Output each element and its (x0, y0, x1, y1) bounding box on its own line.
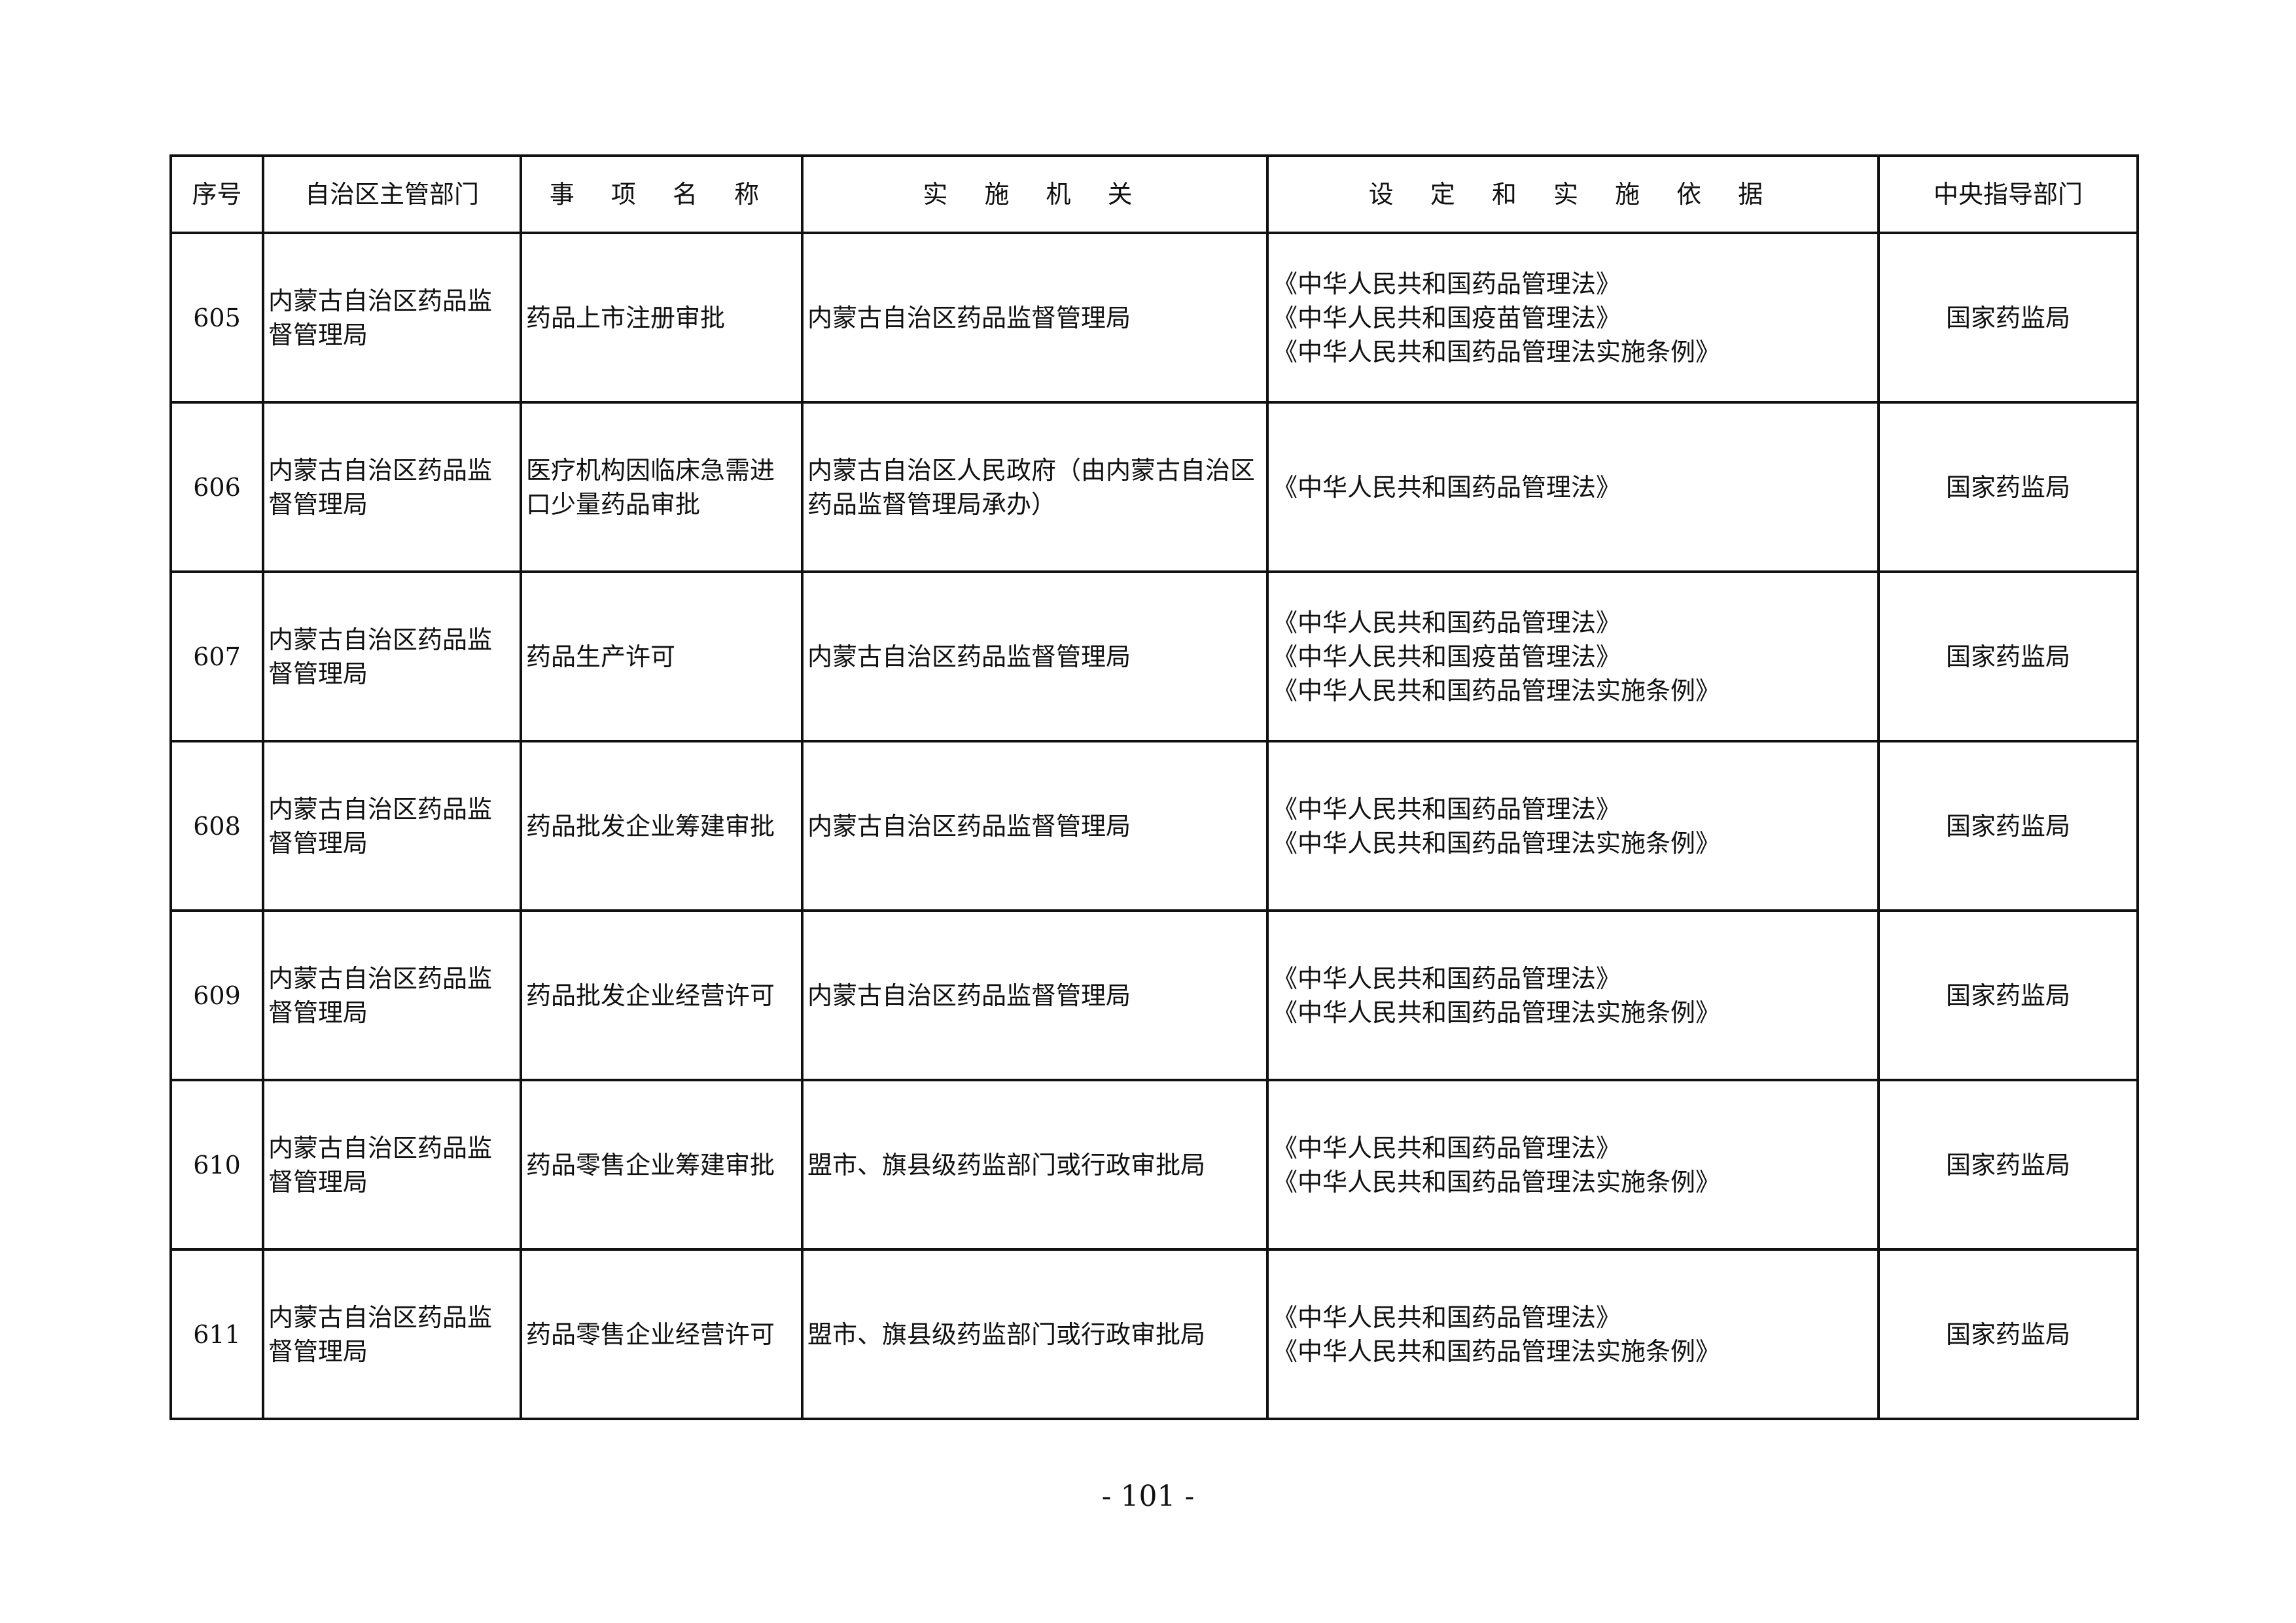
cell-central: 国家药监局 (1877, 401, 2139, 573)
basis-law: 《中华人民共和国药品管理法》 (1273, 1133, 1621, 1162)
basis-law: 《中华人民共和国药品管理法实施条例》 (1273, 1167, 1721, 1196)
table-row: 605 内蒙古自治区药品监督管理局 药品上市注册审批 内蒙古自治区药品监督管理局 《中华… (169, 232, 2139, 404)
cell-dept: 内蒙古自治区药品监督管理局 (262, 1248, 522, 1420)
cell-seq: 610 (169, 1079, 264, 1251)
cell-central: 国家药监局 (1877, 232, 2139, 404)
header-central: 中央指导部门 (1877, 154, 2139, 234)
cell-item: 药品零售企业经营许可 (520, 1248, 804, 1420)
cell-seq: 608 (169, 740, 264, 912)
basis-law: 《中华人民共和国药品管理法实施条例》 (1273, 1336, 1721, 1366)
cell-central: 国家药监局 (1877, 570, 2139, 742)
cell-central: 国家药监局 (1877, 740, 2139, 912)
cell-agency: 内蒙古自治区药品监督管理局 (801, 740, 1269, 912)
table-row: 608 内蒙古自治区药品监督管理局 药品批发企业筹建审批 内蒙古自治区药品监督管理局《… (169, 740, 2139, 912)
basis-law: 《中华人民共和国药品管理法实施条例》 (1273, 828, 1721, 858)
cell-item: 医疗机构因临床急需进口少量药品审批 (520, 401, 804, 573)
cell-agency: 内蒙古自治区人民政府（由内蒙古自治区药品监督管理局承办） (801, 401, 1269, 573)
cell-basis: 《中华人民共和国药品管理法》 《中华人民共和国疫苗管理法》《中华人民共和国药品管理… (1266, 570, 1880, 742)
cell-agency: 内蒙古自治区药品监督管理局 (801, 232, 1269, 404)
header-item: 事 项 名 称 (520, 154, 804, 234)
basis-law: 《中华人民共和国药品管理法》 (1273, 1302, 1621, 1332)
cell-item: 药品批发企业经营许可 (520, 909, 804, 1081)
basis-law: 《中华人民共和国药品管理法》 (1273, 472, 1621, 502)
basis-law: 《中华人民共和国药品管理法实施条例》 (1273, 998, 1721, 1027)
cell-item: 药品上市注册审批 (520, 232, 804, 404)
table-row: 610 内蒙古自治区药品监督管理局 药品零售企业筹建审批 盟市、旗县级药监部门或行政审… (169, 1079, 2139, 1251)
basis-law: 《中华人民共和国药品管理法》 (1273, 794, 1621, 824)
cell-dept: 内蒙古自治区药品监督管理局 (262, 570, 522, 742)
cell-agency: 盟市、旗县级药监部门或行政审批局 (801, 1079, 1269, 1251)
page-number: - 101 - (1101, 1480, 1195, 1513)
cell-agency: 内蒙古自治区药品监督管理局 (801, 909, 1269, 1081)
cell-seq: 607 (169, 570, 264, 742)
cell-item: 药品生产许可 (520, 570, 804, 742)
table-header-row: 序号 自治区主管部门 事 项 名 称 实 施 机 关 设 定 和 实 施 依 据… (169, 154, 2139, 234)
table-row: 606 内蒙古自治区药品监督管理局 医疗机构因临床急需进口少量药品审批 内蒙古自治区人… (169, 401, 2139, 573)
table-row: 607 内蒙古自治区药品监督管理局 药品生产许可 内蒙古自治区药品监督管理局 《中华人民… (169, 570, 2139, 742)
cell-agency: 盟市、旗县级药监部门或行政审批局 (801, 1248, 1269, 1420)
header-basis: 设 定 和 实 施 依 据 (1266, 154, 1880, 234)
cell-dept: 内蒙古自治区药品监督管理局 (262, 401, 522, 573)
cell-basis: 《中华人民共和国药品管理法》《中华人民共和国药品管理法实施条例》 (1266, 1079, 1880, 1251)
table-row: 611 内蒙古自治区药品监督管理局 药品零售企业经营许可 盟市、旗县级药监部门或行政审… (169, 1248, 2139, 1420)
header-seq: 序号 (169, 154, 264, 234)
cell-basis: 《中华人民共和国药品管理法》 《中华人民共和国疫苗管理法》《中华人民共和国药品管理… (1266, 232, 1880, 404)
table-row: 609 内蒙古自治区药品监督管理局 药品批发企业经营许可 内蒙古自治区药品监督管理局《… (169, 909, 2139, 1081)
basis-law: 《中华人民共和国疫苗管理法》 (1273, 642, 1621, 671)
cell-dept: 内蒙古自治区药品监督管理局 (262, 1079, 522, 1251)
cell-basis: 《中华人民共和国药品管理法》《中华人民共和国药品管理法实施条例》 (1266, 1248, 1880, 1420)
cell-dept: 内蒙古自治区药品监督管理局 (262, 232, 522, 404)
cell-basis: 《中华人民共和国药品管理法》 (1266, 401, 1880, 573)
cell-dept: 内蒙古自治区药品监督管理局 (262, 740, 522, 912)
header-agency: 实 施 机 关 (801, 154, 1269, 234)
basis-law: 《中华人民共和国药品管理法实施条例》 (1273, 337, 1721, 366)
cell-seq: 605 (169, 232, 264, 404)
basis-law: 《中华人民共和国药品管理法》 (1273, 269, 1621, 298)
cell-item: 药品批发企业筹建审批 (520, 740, 804, 912)
basis-law: 《中华人民共和国药品管理法》 (1273, 964, 1621, 993)
cell-seq: 609 (169, 909, 264, 1081)
cell-central: 国家药监局 (1877, 1248, 2139, 1420)
cell-basis: 《中华人民共和国药品管理法》《中华人民共和国药品管理法实施条例》 (1266, 740, 1880, 912)
cell-central: 国家药监局 (1877, 909, 2139, 1081)
cell-agency: 内蒙古自治区药品监督管理局 (801, 570, 1269, 742)
cell-central: 国家药监局 (1877, 1079, 2139, 1251)
cell-dept: 内蒙古自治区药品监督管理局 (262, 909, 522, 1081)
basis-law: 《中华人民共和国药品管理法》 (1273, 608, 1621, 637)
approval-items-table: 序号 自治区主管部门 事 项 名 称 实 施 机 关 设 定 和 实 施 依 据… (169, 154, 2139, 1420)
basis-law: 《中华人民共和国药品管理法实施条例》 (1273, 676, 1721, 705)
header-dept: 自治区主管部门 (262, 154, 522, 234)
cell-seq: 606 (169, 401, 264, 573)
cell-basis: 《中华人民共和国药品管理法》《中华人民共和国药品管理法实施条例》 (1266, 909, 1880, 1081)
cell-item: 药品零售企业筹建审批 (520, 1079, 804, 1251)
basis-law: 《中华人民共和国疫苗管理法》 (1273, 303, 1621, 332)
cell-seq: 611 (169, 1248, 264, 1420)
